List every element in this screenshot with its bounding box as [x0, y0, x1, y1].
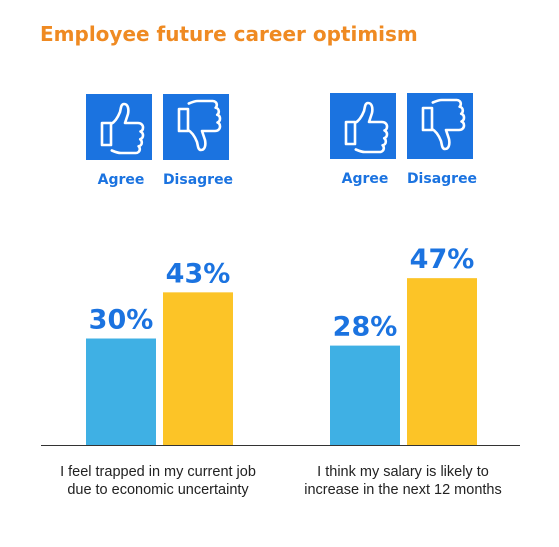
chart-title: Employee future career optimism [40, 22, 418, 46]
category-label-1: I feel trapped in my current job due to … [60, 464, 256, 498]
value-label-disagree-1: 43% [166, 258, 231, 289]
bar-agree-2 [330, 345, 400, 445]
thumbs-down-icon [421, 98, 466, 151]
legend-label-disagree-2: Disagree [407, 171, 477, 187]
value-label-disagree-2: 47% [410, 244, 475, 275]
thumbs-down-icon [177, 99, 222, 152]
thumbs-up-icon [100, 102, 145, 155]
value-label-agree-2: 28% [333, 312, 398, 343]
thumbs-up-icon [344, 101, 389, 154]
bar-agree-1 [86, 338, 156, 445]
legend-label-agree-2: Agree [342, 171, 389, 187]
bar-disagree-2 [407, 278, 477, 445]
category-label-2: I think my salary is likely to increase … [304, 464, 502, 498]
bar-disagree-1 [163, 292, 233, 445]
value-label-agree-1: 30% [89, 305, 154, 336]
legend-label-agree-1: Agree [98, 172, 145, 188]
legend-label-disagree-1: Disagree [163, 172, 233, 188]
